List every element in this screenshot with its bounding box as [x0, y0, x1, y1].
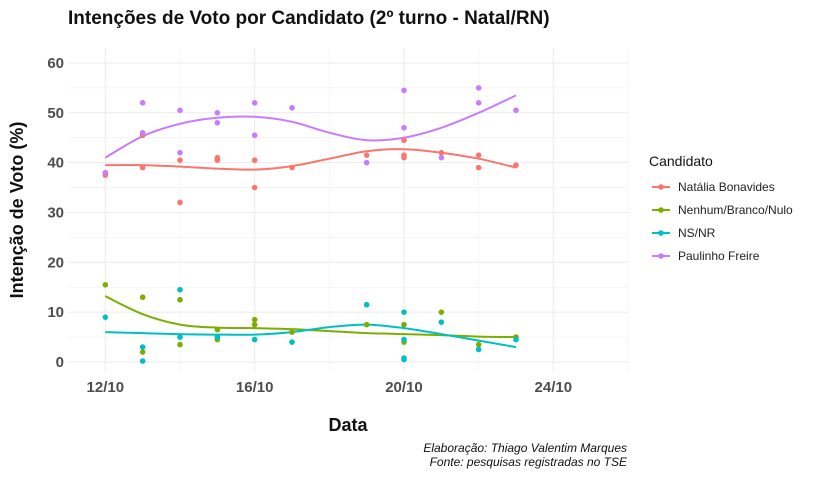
- legend-title: Candidato: [649, 153, 713, 169]
- data-point: [251, 336, 258, 343]
- data-point: [251, 184, 258, 191]
- data-point: [251, 132, 258, 139]
- data-point: [102, 314, 109, 320]
- data-point: [251, 321, 258, 328]
- data-point: [289, 164, 295, 171]
- legend-label: NS/NR: [678, 226, 716, 240]
- data-point: [401, 309, 407, 315]
- data-point: [102, 169, 109, 176]
- legend-key-point: [658, 253, 664, 259]
- data-point: [251, 157, 258, 163]
- y-tick-label: 50: [47, 105, 64, 122]
- data-point: [401, 137, 407, 144]
- y-tick-label: 10: [47, 304, 64, 321]
- gridlines: [68, 48, 629, 372]
- data-point: [177, 107, 183, 114]
- data-point: [289, 105, 295, 111]
- data-point: [401, 124, 407, 131]
- data-point: [139, 344, 146, 350]
- data-point: [139, 349, 146, 355]
- y-tick-label: 60: [47, 55, 64, 72]
- data-points: [102, 85, 519, 364]
- x-tick-label: 16/10: [236, 379, 274, 396]
- data-point: [177, 157, 183, 163]
- data-point: [139, 129, 146, 136]
- data-point: [177, 296, 183, 303]
- data-point: [513, 162, 519, 168]
- data-point: [475, 164, 482, 171]
- y-tick-label: 20: [47, 254, 64, 271]
- x-tick-label: 12/10: [87, 379, 125, 396]
- data-point: [251, 316, 258, 323]
- y-tick-label: 30: [47, 204, 64, 221]
- data-point: [438, 149, 445, 156]
- data-point: [513, 107, 519, 114]
- data-point: [139, 294, 146, 301]
- data-point: [475, 346, 482, 353]
- data-point: [401, 321, 407, 328]
- data-point: [139, 164, 146, 171]
- x-tick-label: 20/10: [385, 379, 423, 396]
- data-point: [289, 329, 295, 335]
- data-point: [401, 152, 407, 158]
- data-point: [401, 87, 407, 94]
- legend-key-point: [658, 207, 664, 213]
- data-point: [214, 334, 221, 340]
- x-tick-label: 24/10: [535, 379, 573, 396]
- data-point: [289, 339, 295, 345]
- data-point: [177, 334, 183, 340]
- chart-title: Intenções de Voto por Candidato (2º turn…: [68, 8, 550, 29]
- data-point: [177, 286, 183, 293]
- y-tick-label: 0: [56, 354, 64, 371]
- trend-line: [105, 148, 517, 171]
- legend-label: Natália Bonavides: [678, 180, 775, 194]
- data-point: [177, 149, 183, 156]
- y-axis-title: Intenção de Voto (%): [7, 122, 27, 299]
- data-point: [214, 110, 221, 116]
- data-point: [139, 100, 146, 106]
- data-point: [102, 281, 109, 288]
- data-point: [438, 154, 445, 161]
- data-point: [401, 356, 407, 363]
- data-point: [214, 326, 221, 333]
- data-point: [214, 119, 221, 126]
- data-point: [363, 159, 370, 166]
- x-axis-title: Data: [328, 415, 368, 435]
- data-point: [177, 341, 183, 348]
- trend-line: [105, 323, 517, 349]
- data-point: [513, 336, 519, 343]
- trend-line: [104, 295, 517, 339]
- caption-source: Fonte: pesquisas registradas no TSE: [430, 455, 628, 469]
- data-point: [475, 85, 482, 91]
- legend-key-point: [658, 230, 664, 236]
- caption-author: Elaboração: Thiago Valentim Marques: [423, 441, 627, 455]
- y-axis-ticks: 0 10 20 30 40 50 60: [47, 55, 64, 371]
- data-point: [475, 341, 482, 348]
- data-point: [401, 336, 407, 343]
- data-point: [438, 309, 445, 315]
- y-tick-label: 40: [47, 155, 64, 172]
- trend-line: [104, 94, 517, 159]
- plot-area: 0 10 20 30 40 50 60 12/10 16/10 20/10 24/10: [47, 48, 629, 396]
- data-point: [475, 100, 482, 106]
- data-point: [363, 321, 370, 328]
- data-point: [214, 157, 221, 163]
- data-point: [475, 152, 482, 158]
- legend-label: Paulinho Freire: [678, 249, 760, 263]
- legend-label: Nenhum/Branco/Nulo: [678, 203, 793, 217]
- legend-key-point: [658, 184, 664, 190]
- data-point: [438, 319, 445, 325]
- legend: Candidato Natália Bonavides Nenhum/Branco…: [649, 153, 793, 263]
- data-point: [139, 358, 146, 364]
- data-point: [251, 100, 258, 106]
- data-point: [363, 301, 370, 308]
- x-axis-ticks: 12/10 16/10 20/10 24/10: [87, 379, 573, 396]
- data-point: [177, 199, 183, 206]
- data-point: [363, 152, 370, 158]
- trend-lines: [104, 94, 517, 349]
